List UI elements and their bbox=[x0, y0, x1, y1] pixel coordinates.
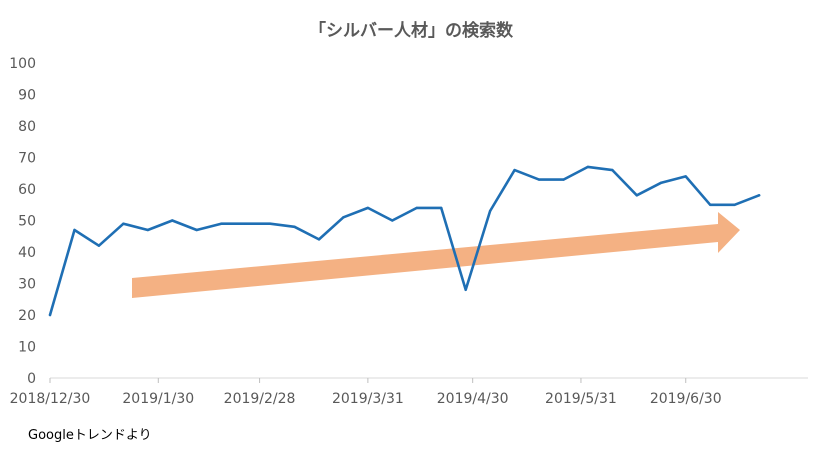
chart-title: 「シルバー人材」の検索数 bbox=[309, 20, 514, 41]
data-point bbox=[488, 209, 492, 213]
x-tick-label: 2019/4/30 bbox=[437, 391, 509, 407]
data-point bbox=[709, 203, 712, 206]
data-point bbox=[513, 168, 516, 172]
x-tick-label: 2018/12/30 bbox=[10, 391, 91, 407]
data-point bbox=[146, 228, 149, 232]
data-point bbox=[586, 165, 590, 169]
data-point bbox=[171, 219, 174, 222]
data-point bbox=[293, 225, 296, 228]
data-point bbox=[537, 178, 541, 181]
x-tick-label: 2019/5/31 bbox=[545, 391, 617, 407]
y-tick-label: 70 bbox=[18, 151, 36, 167]
y-tick-label: 10 bbox=[18, 340, 36, 356]
data-point bbox=[220, 222, 223, 225]
data-point bbox=[317, 238, 321, 241]
data-point bbox=[660, 181, 663, 184]
data-point bbox=[366, 206, 370, 210]
series-layer bbox=[48, 165, 761, 317]
data-point bbox=[391, 219, 394, 222]
data-point bbox=[195, 228, 198, 232]
y-tick-label: 50 bbox=[18, 214, 36, 230]
source-note: Googleトレンドより bbox=[28, 428, 152, 443]
data-point bbox=[122, 222, 125, 225]
x-tick-label: 2019/2/28 bbox=[224, 391, 296, 407]
y-tick-label: 30 bbox=[18, 277, 36, 293]
data-point bbox=[48, 313, 52, 317]
data-point bbox=[635, 194, 638, 197]
data-point bbox=[244, 222, 247, 225]
y-tick-label: 0 bbox=[27, 371, 36, 387]
y-tick-label: 20 bbox=[18, 308, 36, 324]
data-point bbox=[440, 206, 443, 210]
data-point bbox=[268, 222, 272, 225]
series-line bbox=[48, 165, 761, 317]
data-point bbox=[97, 244, 101, 247]
y-tick-label: 60 bbox=[18, 182, 36, 198]
y-tick-label: 80 bbox=[18, 119, 36, 135]
data-point bbox=[733, 203, 736, 206]
data-point bbox=[342, 216, 345, 219]
y-tick-label: 90 bbox=[18, 88, 36, 104]
data-point bbox=[415, 206, 418, 210]
trend-arrow-icon bbox=[132, 212, 740, 298]
y-tick-label: 100 bbox=[9, 56, 36, 72]
x-tick-label: 2019/6/30 bbox=[650, 391, 722, 407]
y-axis: 0 10 20 30 40 50 60 70 80 90 100 bbox=[9, 56, 36, 387]
x-axis: 2018/12/30 2019/1/30 2019/2/28 2019/3/31 201… bbox=[10, 377, 808, 407]
trend-arrow bbox=[132, 212, 740, 298]
data-point bbox=[757, 194, 761, 197]
data-point bbox=[684, 175, 687, 178]
y-tick-label: 40 bbox=[18, 245, 36, 261]
x-tick-label: 2019/3/31 bbox=[332, 391, 404, 407]
data-point bbox=[464, 288, 467, 291]
data-point bbox=[611, 168, 614, 172]
data-point bbox=[562, 178, 565, 181]
x-tick-label: 2019/1/30 bbox=[122, 391, 194, 407]
data-point bbox=[73, 228, 76, 232]
